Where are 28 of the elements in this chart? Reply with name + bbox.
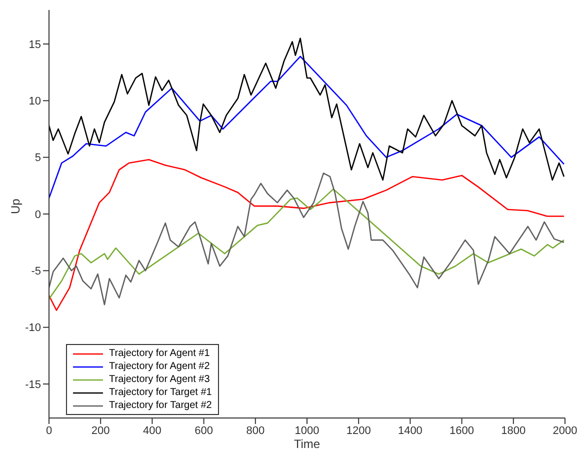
line-series [49,188,565,300]
y-tick-label: -5 [31,266,41,278]
y-tick-label: 5 [34,152,41,164]
x-axis-title: Time [294,437,320,451]
x-tick-label: 400 [143,424,162,437]
line-series [49,38,565,181]
legend-label: Trajectory for Agent #2 [109,361,210,372]
y-tick-label: -10 [25,322,41,334]
x-tick-label: 0 [46,424,52,437]
x-tick-label: 1000 [294,424,320,437]
y-tick-label: 0 [34,208,41,221]
x-tick-label: 200 [91,424,110,437]
x-tick-label: 1800 [501,424,526,437]
y-tick-label: -15 [25,378,41,391]
y-tick-label: 10 [28,96,41,108]
legend-label: Trajectory for Target #1 [109,387,212,398]
legend-label: Trajectory for Agent #3 [109,374,210,385]
x-tick-label: 800 [246,424,265,437]
x-tick-label: 1400 [398,424,422,437]
legend-label: Trajectory for Target #2 [109,400,212,411]
y-tick-label: 15 [28,38,41,51]
legend-label: Trajectory for Agent #1 [109,348,210,359]
line-series [49,56,565,199]
x-tick-label: 600 [194,424,213,437]
y-axis-title: Up [8,198,22,214]
x-tick-label: 1200 [346,424,371,437]
x-tick-label: 2000 [552,424,578,437]
x-tick-label: 1600 [450,424,474,437]
